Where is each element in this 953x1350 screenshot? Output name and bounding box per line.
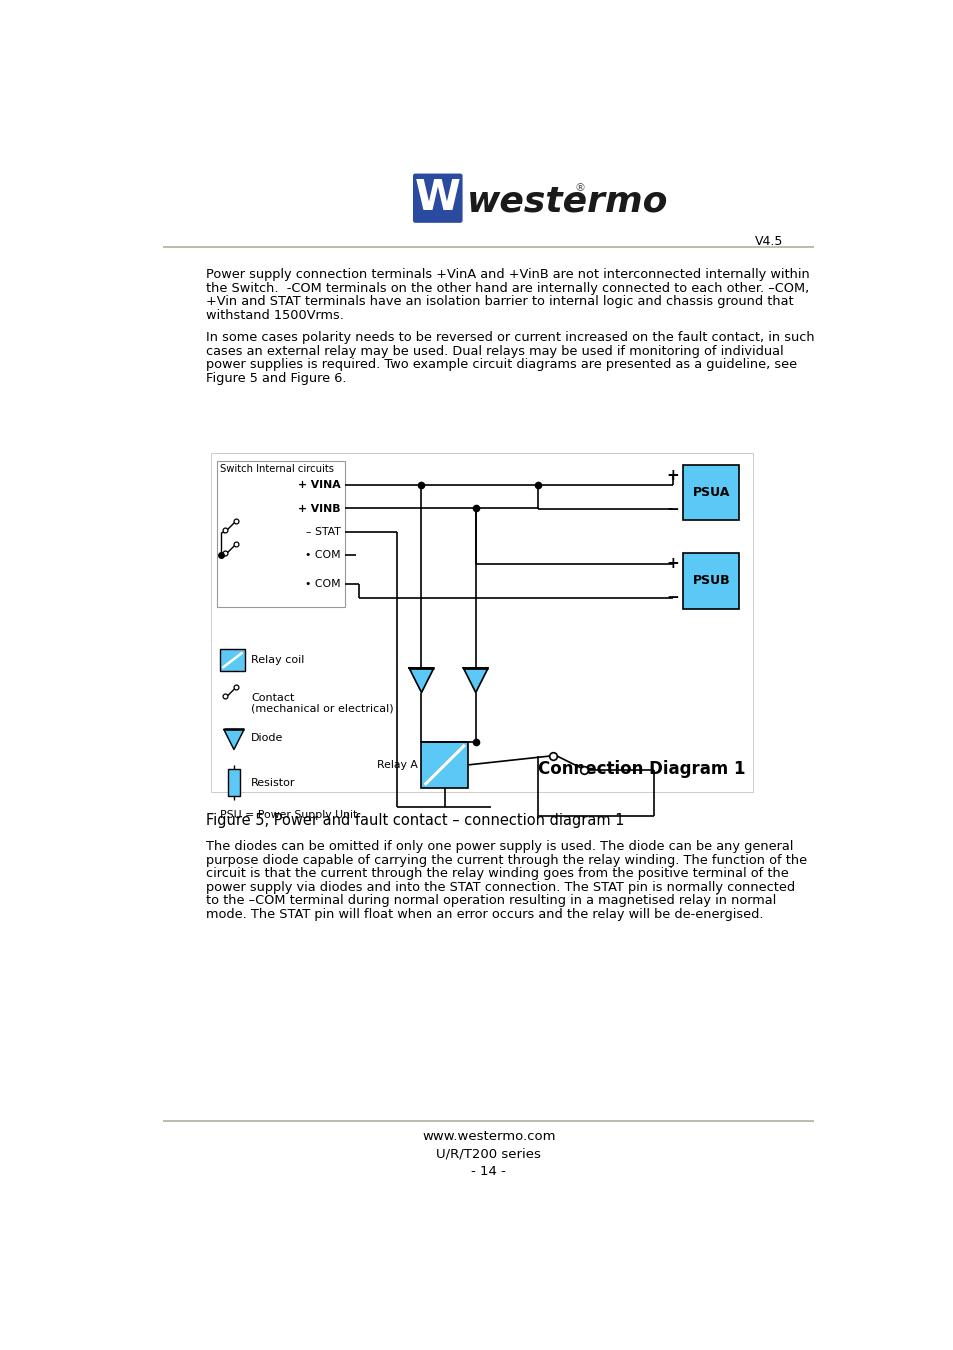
Text: Contact: Contact: [251, 694, 294, 703]
Text: www.westermo.com: www.westermo.com: [422, 1130, 555, 1143]
Text: + VINB: + VINB: [298, 504, 340, 513]
Text: PSUA: PSUA: [692, 486, 729, 500]
Bar: [220, 649, 245, 671]
Text: power supplies is required. Two example circuit diagrams are presented as a guid: power supplies is required. Two example …: [206, 358, 797, 371]
Text: withstand 1500Vrms.: withstand 1500Vrms.: [206, 309, 344, 321]
Text: Power supply connection terminals +VinA and +VinB are not interconnected interna: Power supply connection terminals +VinA …: [206, 269, 809, 281]
Text: ®: ®: [574, 184, 584, 193]
Text: • COM: • COM: [305, 549, 340, 560]
Text: westermo: westermo: [467, 184, 668, 219]
Text: circuit is that the current through the relay winding goes from the positive ter: circuit is that the current through the …: [206, 867, 788, 880]
Text: U/R/T200 series: U/R/T200 series: [436, 1148, 540, 1161]
Text: Figure 5 and Figure 6.: Figure 5 and Figure 6.: [206, 371, 346, 385]
Bar: [682, 554, 739, 609]
Text: V4.5: V4.5: [754, 235, 782, 248]
Text: - 14 -: - 14 -: [471, 1165, 506, 1179]
Text: (mechanical or electrical): (mechanical or electrical): [251, 703, 394, 713]
Text: PSUB: PSUB: [692, 574, 729, 587]
Polygon shape: [224, 729, 244, 749]
Text: Figure 5, Power and fault contact – connection diagram 1: Figure 5, Power and fault contact – conn…: [206, 814, 624, 829]
Bar: [216, 460, 344, 608]
Polygon shape: [463, 668, 488, 693]
Bar: [682, 464, 739, 520]
Text: The diodes can be omitted if only one power supply is used. The diode can be any: The diodes can be omitted if only one po…: [206, 840, 793, 853]
Bar: [228, 768, 240, 796]
Text: the Switch.  -COM terminals on the other hand are internally connected to each o: the Switch. -COM terminals on the other …: [206, 282, 808, 294]
Text: +: +: [665, 556, 679, 571]
Text: cases an external relay may be used. Dual relays may be used if monitoring of in: cases an external relay may be used. Dua…: [206, 344, 782, 358]
Text: +Vin and STAT terminals have an isolation barrier to internal logic and chassis : +Vin and STAT terminals have an isolatio…: [206, 296, 793, 308]
Bar: [211, 454, 753, 792]
Text: −: −: [665, 590, 679, 605]
Text: Relay A: Relay A: [376, 760, 417, 770]
Text: Resistor: Resistor: [251, 778, 295, 787]
Text: −: −: [665, 502, 679, 517]
Text: Switch Internal circuits: Switch Internal circuits: [220, 464, 334, 474]
FancyBboxPatch shape: [413, 174, 462, 223]
Text: mode. The STAT pin will float when an error occurs and the relay will be de-ener: mode. The STAT pin will float when an er…: [206, 907, 762, 921]
Text: Diode: Diode: [251, 733, 283, 743]
Polygon shape: [409, 668, 434, 693]
Text: – STAT: – STAT: [306, 526, 340, 536]
Text: PSU = Power Supply Unit: PSU = Power Supply Unit: [220, 810, 356, 821]
Text: Connection Diagram 1: Connection Diagram 1: [537, 760, 744, 778]
Text: power supply via diodes and into the STAT connection. The STAT pin is normally c: power supply via diodes and into the STA…: [206, 880, 795, 894]
Text: W: W: [415, 177, 460, 219]
Text: purpose diode capable of carrying the current through the relay winding. The fun: purpose diode capable of carrying the cu…: [206, 853, 806, 867]
Text: + VINA: + VINA: [298, 481, 340, 490]
Text: • COM: • COM: [305, 579, 340, 589]
Bar: [421, 741, 468, 788]
Text: In some cases polarity needs to be reversed or current increased on the fault co: In some cases polarity needs to be rever…: [206, 331, 814, 344]
Text: +: +: [665, 468, 679, 483]
Text: Relay coil: Relay coil: [251, 655, 304, 666]
Text: to the –COM terminal during normal operation resulting in a magnetised relay in : to the –COM terminal during normal opera…: [206, 894, 776, 907]
